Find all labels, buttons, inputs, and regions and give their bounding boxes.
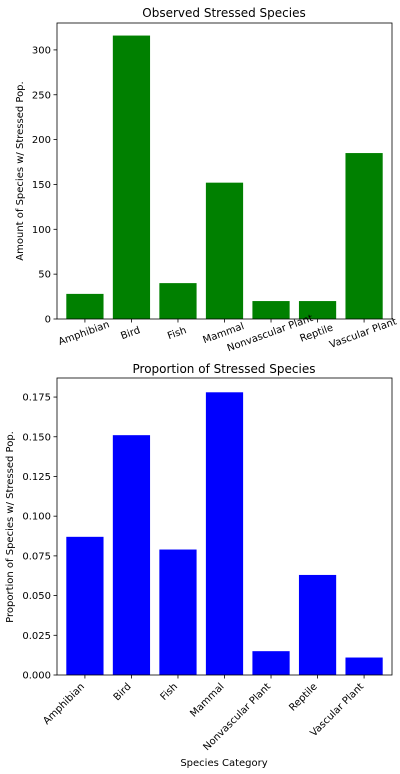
- y-tick-label: 0.000: [22, 671, 51, 682]
- chart1-y-axis-label: Amount of Species w/ Stressed Pop.: [15, 81, 26, 260]
- y-tick-label: 0.050: [22, 591, 51, 602]
- bar-amphibian: [66, 537, 103, 675]
- y-tick-label: 0.075: [22, 551, 51, 562]
- y-tick-label: 0: [45, 315, 51, 326]
- y-tick-label: 0.125: [22, 472, 51, 483]
- chart1-y-ticks: 0 50 100 150 200 250 300: [32, 45, 57, 325]
- chart1-title: Observed Stressed Species: [142, 6, 305, 20]
- chart1-bars: [66, 36, 382, 319]
- y-tick-label: 0.150: [22, 432, 51, 443]
- y-tick-label: 0.025: [22, 631, 51, 642]
- x-tick-label: Amphibian: [57, 319, 111, 348]
- chart2-x-axis-label: Species Category: [180, 758, 267, 769]
- x-tick-label: Fish: [159, 681, 180, 702]
- bar-mammal: [206, 183, 243, 319]
- y-tick-label: 0.100: [22, 512, 51, 523]
- bar-reptile: [299, 575, 336, 675]
- bar-mammal: [206, 392, 243, 675]
- bar-fish: [159, 550, 196, 675]
- chart2-y-axis-label: Proportion of Species w/ Stressed Pop.: [5, 431, 16, 623]
- bar-nonvascular-plant: [252, 651, 289, 675]
- x-tick-label: Amphibian: [41, 681, 87, 727]
- chart-proportion: Proportion of Stressed Species 0.000 0.02…: [5, 362, 392, 769]
- bar-bird: [113, 36, 150, 319]
- y-tick-label: 250: [32, 90, 51, 101]
- bar-nonvascular-plant: [252, 301, 289, 319]
- chart2-y-ticks: 0.000 0.025 0.050 0.075 0.100 0.125 0.150 0.175: [22, 393, 57, 682]
- bar-vascular-plant: [345, 153, 382, 319]
- x-tick-label: Bird: [119, 325, 141, 342]
- y-tick-label: 200: [32, 135, 51, 146]
- chart-observed: Observed Stressed Species 0 50 100 150 200 25…: [15, 6, 398, 354]
- bar-fish: [159, 283, 196, 319]
- x-tick-label: Reptile: [287, 681, 319, 713]
- x-tick-label: Fish: [166, 325, 188, 342]
- y-tick-label: 150: [32, 180, 51, 191]
- x-tick-label: Mammal: [188, 681, 226, 719]
- y-tick-label: 300: [32, 45, 51, 56]
- x-tick-label: Bird: [112, 681, 134, 703]
- bar-amphibian: [66, 294, 103, 319]
- chart2-bars: [66, 392, 382, 675]
- y-tick-label: 100: [32, 225, 51, 236]
- y-tick-label: 0.175: [22, 393, 51, 404]
- y-tick-label: 50: [38, 270, 51, 281]
- x-tick-label: Vascular Plant: [328, 316, 398, 351]
- bar-bird: [113, 435, 150, 675]
- bar-vascular-plant: [345, 658, 382, 675]
- chart2-title: Proportion of Stressed Species: [133, 362, 316, 376]
